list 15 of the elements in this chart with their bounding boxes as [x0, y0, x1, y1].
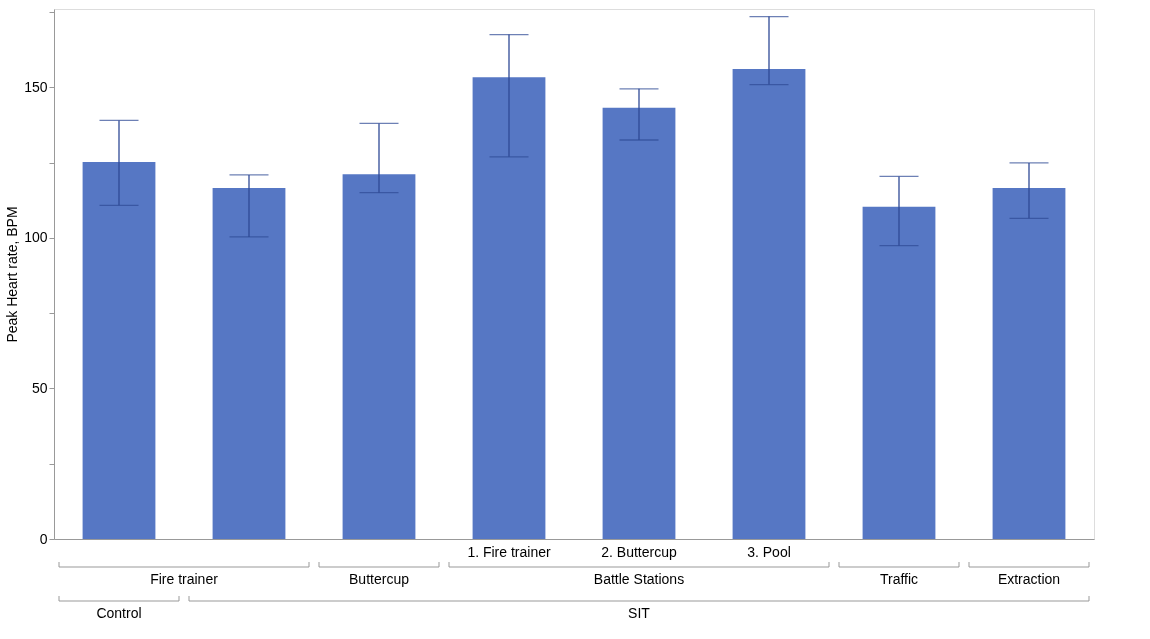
- text: Extraction: [997, 571, 1061, 587]
- y-tick-label: 50: [31, 379, 48, 396]
- x-tick-label: 1. Fire trainer: [467, 543, 551, 560]
- text: Control: [96, 605, 142, 621]
- x-tick-label: 2. Buttercup: [601, 543, 677, 560]
- text: Battle Stations: [593, 571, 685, 587]
- y-tick-label: 150: [24, 78, 48, 95]
- y-axis-title: Peak Heart rate, BPM: [4, 206, 21, 343]
- text: Buttercup: [349, 571, 410, 587]
- x-tick-label: 3. Pool: [747, 543, 791, 560]
- text: Traffic: [879, 571, 919, 587]
- y-tick-label: 0: [39, 530, 48, 547]
- y-tick-label: 100: [24, 229, 48, 246]
- text: Fire trainer: [150, 571, 219, 587]
- text: SIT: [628, 605, 651, 621]
